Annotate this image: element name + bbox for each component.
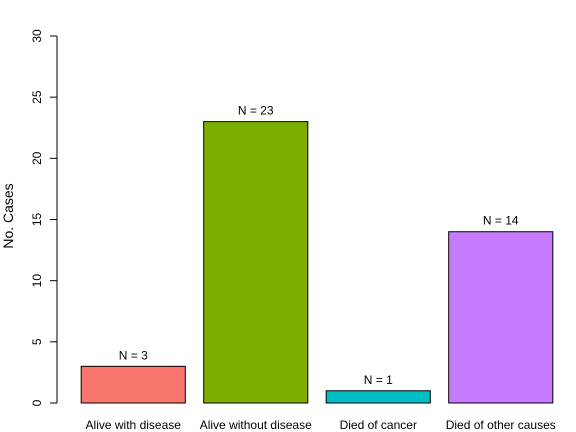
y-tick-label: 10 (30, 274, 44, 288)
bars-group (80, 121, 554, 404)
labels-group: N = 3 Alive with disease N = 23 Alive witho… (86, 104, 556, 432)
bar (203, 121, 309, 404)
y-tick-label: 20 (30, 151, 44, 165)
bar-data-label: N = 3 (119, 348, 148, 362)
bar-data-label: N = 1 (364, 373, 393, 387)
x-category-label: Alive with disease (86, 418, 182, 432)
x-category-label: Died of other causes (446, 418, 556, 432)
bar (448, 231, 554, 404)
y-tick-label: 25 (30, 90, 44, 104)
x-category-label: Alive without disease (200, 418, 312, 432)
bar-data-label: N = 14 (483, 214, 519, 228)
y-axis-title: No. Cases (0, 183, 16, 248)
y-tick-label: 30 (30, 29, 44, 43)
bar-data-label: N = 23 (238, 104, 274, 118)
y-tick-label: 0 (30, 399, 44, 406)
bar (80, 365, 186, 404)
y-axis: 0 5 10 15 20 25 30 (30, 29, 58, 406)
bar (325, 390, 431, 404)
y-tick-label: 15 (30, 213, 44, 227)
y-tick-label: 5 (30, 338, 44, 345)
x-category-label: Died of cancer (340, 418, 417, 432)
